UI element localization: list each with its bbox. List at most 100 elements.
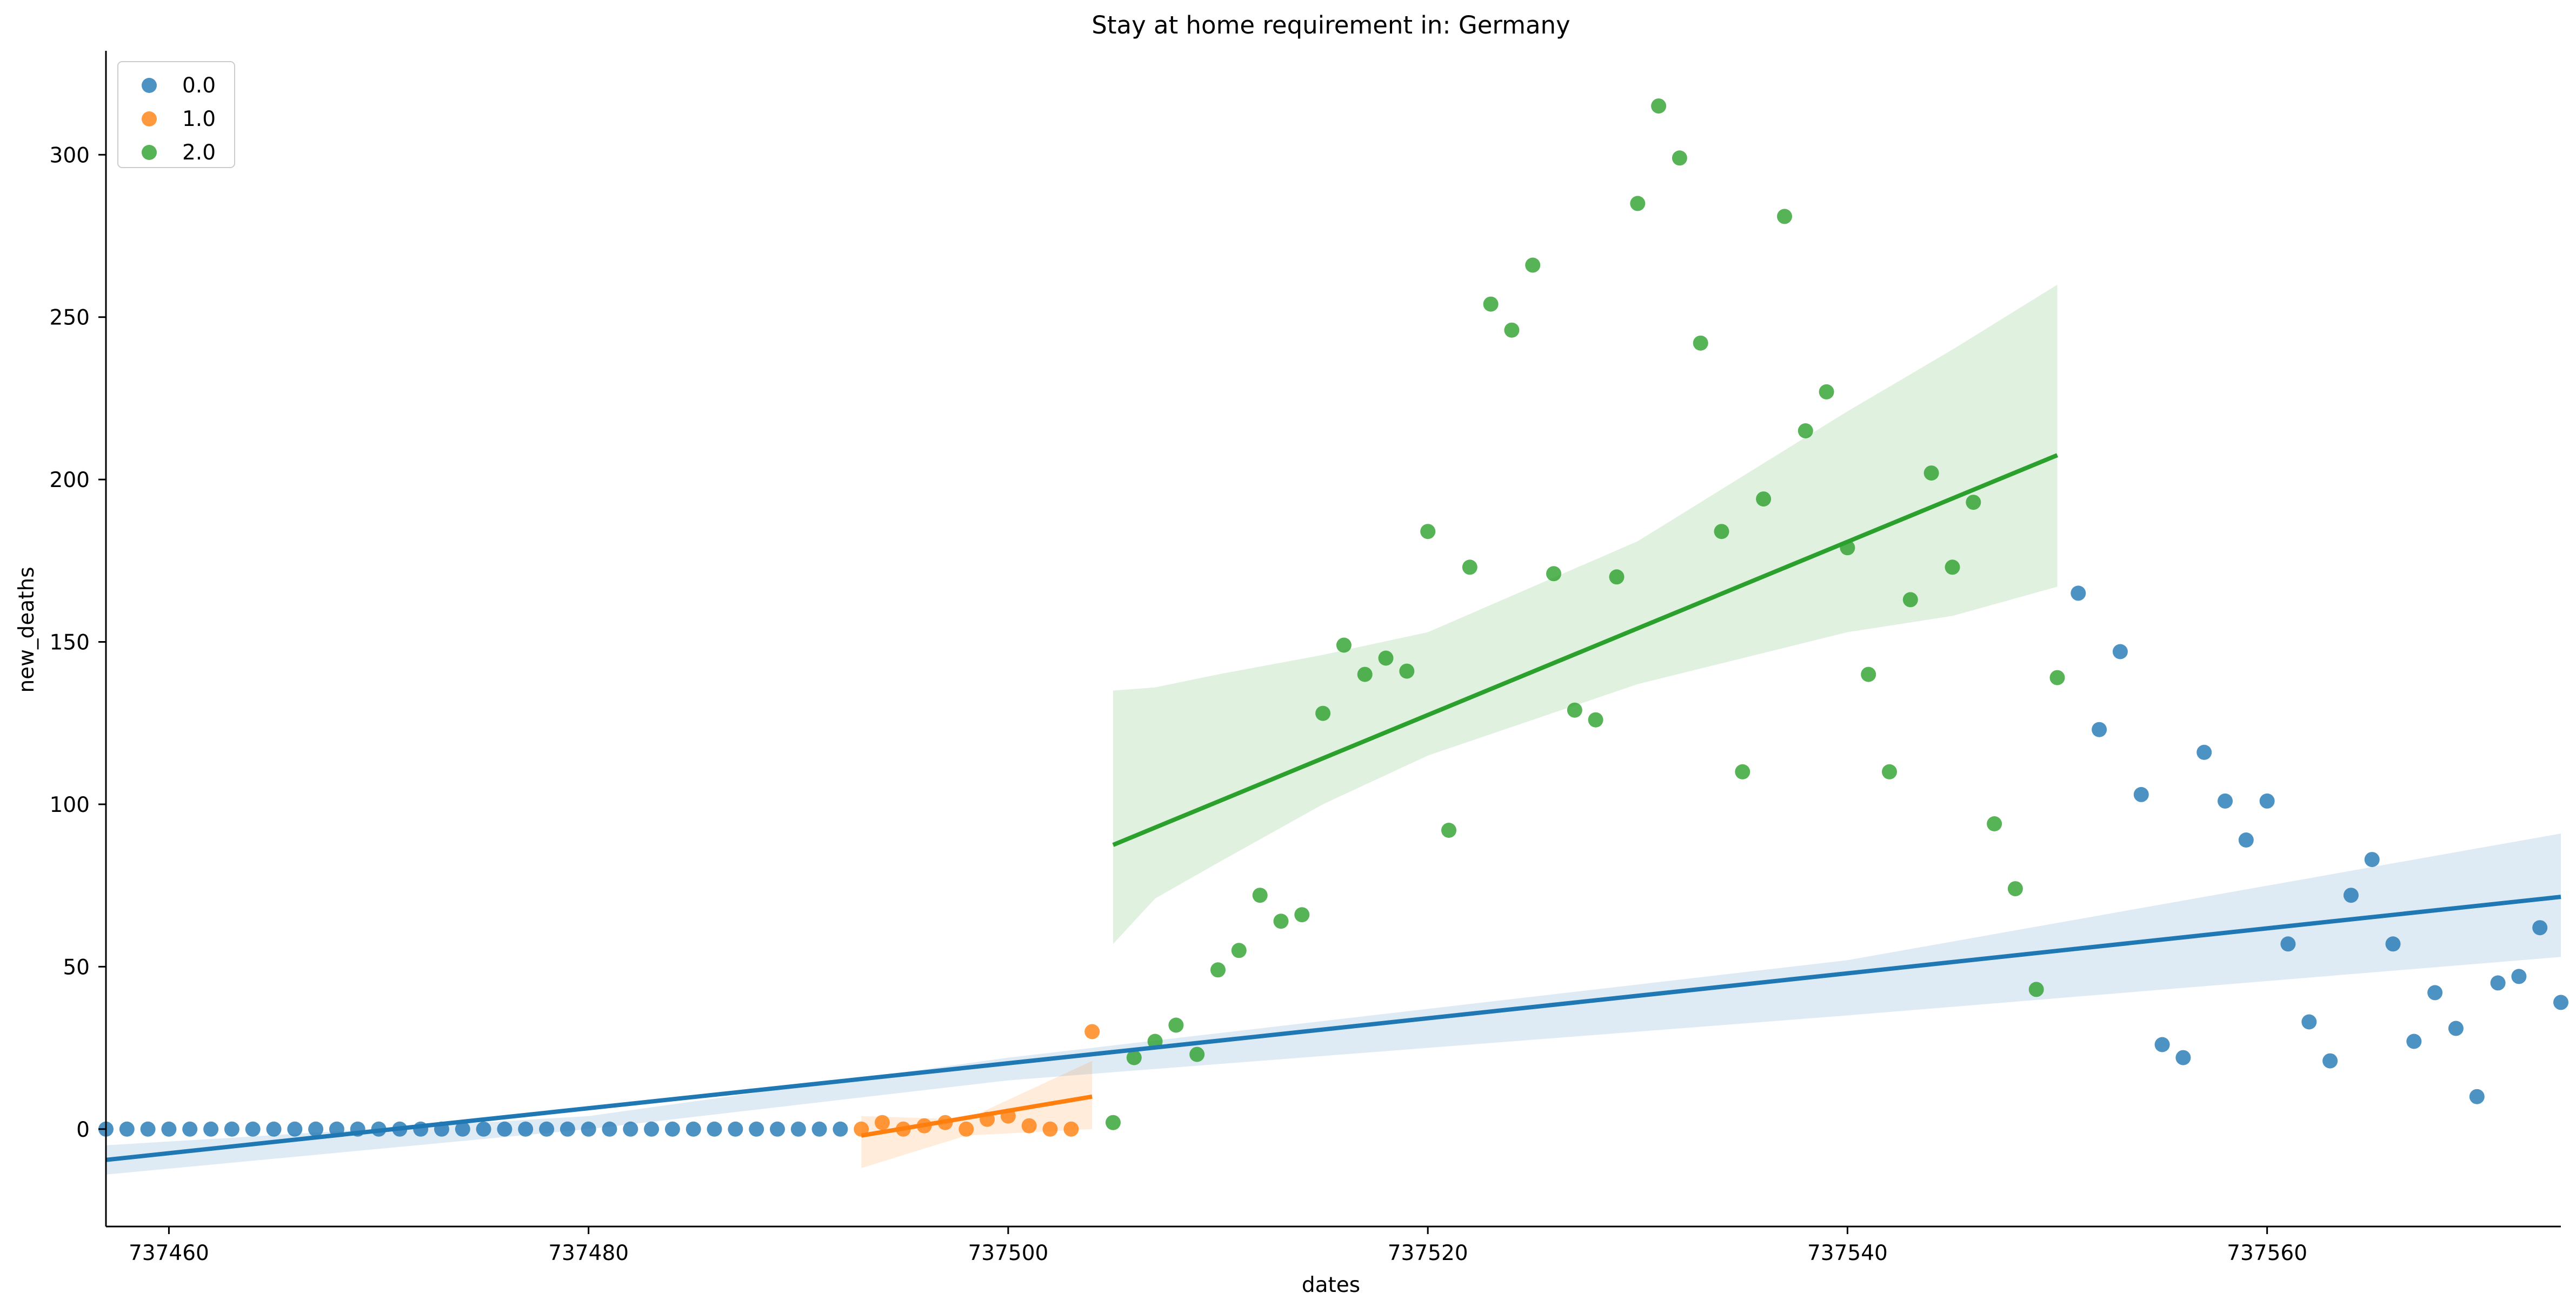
y-tick-label: 50 (63, 955, 90, 979)
data-point (2154, 1037, 2170, 1052)
data-point (1861, 667, 1876, 682)
data-point (308, 1121, 324, 1137)
data-point (1987, 816, 2002, 831)
data-point (1126, 1050, 1142, 1065)
data-point (1189, 1047, 1205, 1062)
data-point (2343, 888, 2359, 903)
data-point (1902, 592, 1918, 608)
data-point (2553, 995, 2568, 1010)
legend: 0.0 1.0 2.0 (117, 61, 235, 168)
data-point (1106, 1115, 1121, 1130)
data-point (518, 1121, 534, 1137)
data-point (1630, 196, 1646, 211)
data-point (1672, 150, 1687, 166)
data-point (203, 1121, 219, 1137)
data-point (749, 1121, 764, 1137)
data-point (1525, 257, 1541, 273)
y-tick-label: 0 (76, 1118, 90, 1142)
data-point (728, 1121, 743, 1137)
data-point (1399, 663, 1415, 679)
data-point (1735, 764, 1750, 779)
data-point (2092, 722, 2107, 737)
data-point (1315, 705, 1331, 721)
data-point (2511, 969, 2527, 984)
legend-label: 2.0 (182, 141, 216, 165)
data-point (1231, 943, 1247, 958)
data-point (2071, 585, 2086, 601)
data-point (2133, 787, 2149, 802)
data-point (2196, 744, 2212, 760)
data-point (2364, 852, 2380, 868)
data-point (770, 1121, 785, 1137)
y-tick-label: 150 (50, 631, 90, 655)
confidence-band-2 (1113, 284, 2058, 944)
data-point (1945, 559, 1960, 575)
data-point (2280, 936, 2296, 952)
data-point (1273, 914, 1289, 929)
data-point (119, 1121, 135, 1137)
data-point (287, 1121, 303, 1137)
regression-line-0 (106, 895, 2561, 1162)
data-point (266, 1121, 282, 1137)
data-point (1546, 566, 1561, 582)
data-point (2112, 644, 2128, 659)
data-point (560, 1121, 575, 1137)
x-tick-label: 737540 (1807, 1241, 1888, 1265)
data-point (811, 1121, 827, 1137)
legend-label: 0.0 (182, 74, 216, 98)
data-point (1819, 384, 1834, 399)
data-point (2301, 1014, 2317, 1030)
x-tick-label: 737560 (2227, 1241, 2307, 1265)
data-point (1420, 524, 1436, 539)
regression-line-1 (861, 1094, 1093, 1138)
data-point (1651, 98, 1667, 114)
data-point (2469, 1089, 2485, 1104)
data-point (1567, 702, 1582, 718)
data-point (2175, 1050, 2191, 1065)
x-axis-label: dates (1302, 1273, 1360, 1297)
data-point (623, 1121, 638, 1137)
data-point (581, 1121, 596, 1137)
data-point (833, 1121, 848, 1137)
data-point (1923, 465, 1939, 481)
data-point (602, 1121, 617, 1137)
data-point (1357, 667, 1373, 682)
data-point (1168, 1017, 1184, 1033)
data-point (1483, 296, 1499, 312)
data-point (140, 1121, 156, 1137)
data-point (1462, 559, 1477, 575)
data-point (1021, 1118, 1037, 1134)
x-tick-label: 737520 (1388, 1241, 1468, 1265)
data-point (1693, 335, 1708, 351)
data-point (1966, 495, 1981, 510)
data-point (1777, 209, 1792, 224)
data-point (2218, 793, 2233, 809)
data-point (539, 1121, 555, 1137)
data-point (1882, 764, 1897, 779)
data-point (224, 1121, 239, 1137)
x-tick-label: 737500 (968, 1241, 1048, 1265)
data-point (2427, 985, 2443, 1001)
data-point (2238, 832, 2254, 848)
data-point (2490, 975, 2506, 991)
data-point (1756, 491, 1772, 507)
confidence-band-0 (106, 834, 2561, 1175)
data-point (644, 1121, 660, 1137)
data-point (1294, 907, 1310, 923)
legend-frame (117, 61, 235, 168)
x-tick-label: 737460 (129, 1241, 209, 1265)
data-point (2406, 1034, 2422, 1049)
data-point (161, 1121, 177, 1137)
data-point (2448, 1021, 2464, 1036)
data-point (1609, 569, 1625, 585)
legend-marker (142, 111, 157, 126)
data-point (2259, 793, 2275, 809)
data-point (875, 1115, 890, 1130)
data-point (958, 1121, 974, 1137)
y-tick-label: 100 (50, 793, 90, 817)
data-point (707, 1121, 722, 1137)
y-axis-label: new_deaths (15, 566, 39, 692)
data-point (790, 1121, 806, 1137)
data-point (1504, 322, 1520, 338)
